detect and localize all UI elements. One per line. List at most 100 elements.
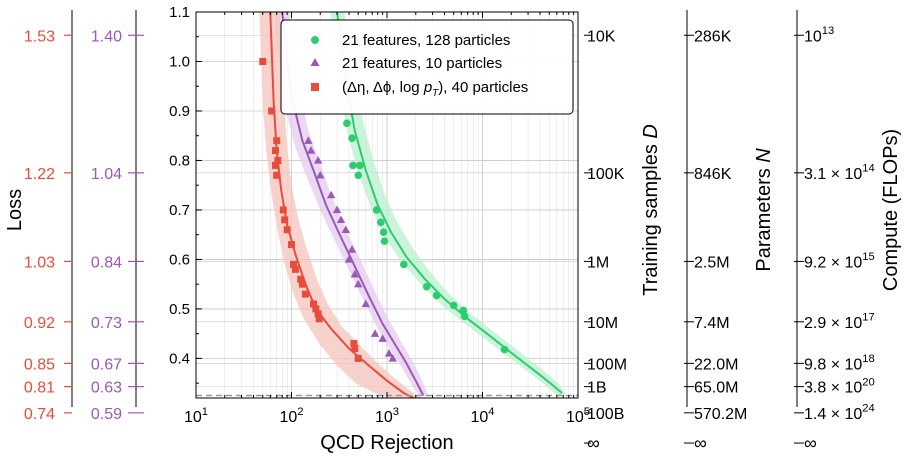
red-square-point [290,260,298,268]
purple-triangle-point [341,225,350,233]
compute-scale-label: 1.4 × 1024 [804,403,875,423]
red-square-point [281,216,289,224]
purple-triangle-point [354,279,363,288]
left-scale-label: 0.74 [24,406,55,423]
x-axis-label: QCD Rejection [320,432,453,454]
left-scale-label: 0.92 [24,315,55,332]
right-scale-label: 100B [587,406,624,423]
y-tick-label: 0.8 [169,152,190,169]
compute-scale-label: ∞ [804,433,817,453]
right-scale-label: 570.2M [694,406,747,423]
left-scale-label: 0.84 [91,254,122,271]
green-circle-point [449,301,458,310]
right-scale-label: 846K [694,166,732,183]
right-scale-label: 65.0M [694,380,738,397]
right-scale-label: 10K [587,28,616,45]
right-scale-label: 2.5M [694,254,730,271]
right-scale-title: Parameters N [753,148,775,272]
green-circle-point [348,134,356,142]
red-square-point [273,171,281,179]
purple-triangle-point [388,354,397,362]
right-scale-title: Training samples D [640,124,662,296]
red-square-point [298,280,306,288]
green-circle-point [459,306,468,315]
left-scale-label: 0.63 [91,380,122,397]
red-square-point [283,226,291,234]
x-tick-label: 105 [566,406,590,426]
green-circle-point [372,206,381,214]
legend-label: 21 features, 10 particles [342,55,502,72]
red-square-point [351,345,359,353]
red-square-point [315,315,323,323]
right-scale-label: ∞ [587,433,600,453]
purple-triangle-point [347,245,357,253]
red-square-point [274,156,282,164]
right-scale-label: 1B [587,380,607,397]
purple-triangle-point [326,190,336,199]
compute-scale-label: 1013 [804,25,834,45]
y-tick-label: 0.4 [169,350,190,367]
left-scale-label: 0.73 [91,315,122,332]
y-tick-label: 0.9 [169,103,190,120]
red-square-point [314,310,322,318]
purple-triangle-point [384,349,394,357]
x-tick-label: 103 [375,406,399,426]
compute-scale-label: 3.8 × 1020 [804,376,875,396]
purple-triangle-point [273,0,281,5]
green-circle-point [349,161,357,170]
y-tick-label: 1.0 [169,53,190,70]
green-circle-point [500,345,509,354]
loss-axis-title: Loss [4,189,26,231]
purple-triangle-point [313,156,323,164]
right-scale-label: 100M [587,356,627,373]
right-scale-label: 7.4M [694,315,730,332]
left-scale-label: 1.04 [91,166,122,183]
purple-triangle-point [316,170,325,179]
right-scale-label: 22.0M [694,356,738,373]
green-circle-point [380,237,389,245]
y-tick-label: 0.6 [169,251,190,268]
green-circle-point [354,171,363,180]
red-band [259,12,422,398]
legend: 21 features, 128 particles 21 features, 1… [280,19,574,115]
right-scale-label: 10M [587,315,618,332]
red-square-point [291,265,299,273]
green-fit-line [336,12,563,394]
legend-label: (Δη, Δϕ, log pT), 40 particles [342,79,528,99]
left-scale-label: 0.59 [91,406,122,423]
purple-triangle-point [378,334,387,342]
red-square-point [279,206,287,214]
red-square-point [259,57,267,65]
green-circle-point [460,312,469,321]
purple-triangle-point [336,215,346,224]
left-scale-label: 1.22 [24,166,55,183]
left-scale-label: 0.67 [91,356,122,373]
left-scale-label: 1.53 [24,28,55,45]
left-scale-label: 1.03 [24,254,55,271]
right-scale-label: ∞ [694,433,707,453]
red-square-point [354,354,362,362]
secondary-axes: 1.53 1.22 1.03 0.92 0.85 0.81 0.74 Loss 1.40 1.04… [4,10,902,453]
red-square-point [268,107,276,115]
compute-scale-label: 3.1 × 1014 [804,163,875,183]
red-square-point [272,147,280,155]
red-square-point [350,340,358,348]
right-scale-label: 100K [587,166,625,183]
red-square-point [312,305,320,313]
green-circle-point [376,218,385,227]
legend-triangle-icon [310,58,320,66]
right-scale-title: Compute (FLOPs) [880,129,902,291]
left-scale-label: 0.81 [24,380,55,397]
x-tick-label: 101 [184,406,208,426]
left-scale-label: 0.85 [24,356,55,373]
legend-label: 21 features, 128 particles [342,32,510,49]
right-scale-label: 286K [694,28,732,45]
green-circle-point [343,119,351,128]
purple-triangle-point [304,136,313,144]
x-axis: 101 102 103 104 105 [184,12,590,426]
y-tick-label: 0.7 [169,202,190,219]
legend-circle-icon [311,36,319,44]
compute-scale-label: 9.8 × 1018 [804,353,875,373]
x-tick-label: 104 [470,406,494,426]
